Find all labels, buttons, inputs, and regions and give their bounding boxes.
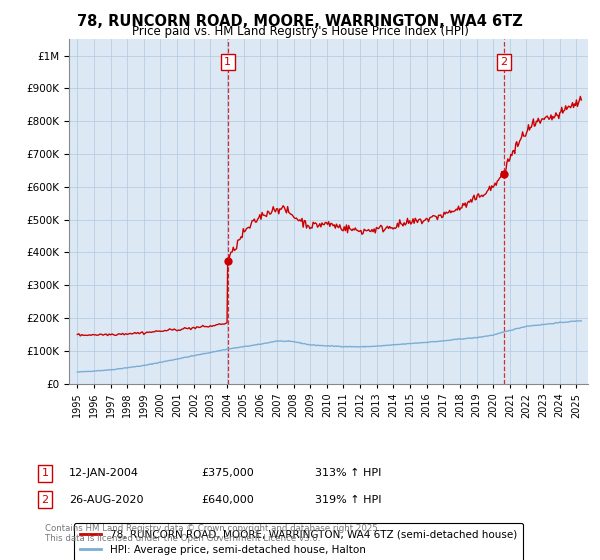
Text: 78, RUNCORN ROAD, MOORE, WARRINGTON, WA4 6TZ: 78, RUNCORN ROAD, MOORE, WARRINGTON, WA4… [77, 14, 523, 29]
Text: £640,000: £640,000 [201, 494, 254, 505]
Text: 26-AUG-2020: 26-AUG-2020 [69, 494, 143, 505]
Text: 1: 1 [41, 468, 49, 478]
Text: 1: 1 [224, 57, 231, 67]
Text: £375,000: £375,000 [201, 468, 254, 478]
Text: 313% ↑ HPI: 313% ↑ HPI [315, 468, 382, 478]
Text: 2: 2 [500, 57, 508, 67]
Text: 2: 2 [41, 494, 49, 505]
Text: Contains HM Land Registry data © Crown copyright and database right 2025.
This d: Contains HM Land Registry data © Crown c… [45, 524, 380, 543]
Text: Price paid vs. HM Land Registry's House Price Index (HPI): Price paid vs. HM Land Registry's House … [131, 25, 469, 38]
Legend: 78, RUNCORN ROAD, MOORE, WARRINGTON, WA4 6TZ (semi-detached house), HPI: Average: 78, RUNCORN ROAD, MOORE, WARRINGTON, WA4… [74, 523, 523, 560]
Text: 12-JAN-2004: 12-JAN-2004 [69, 468, 139, 478]
Text: 319% ↑ HPI: 319% ↑ HPI [315, 494, 382, 505]
